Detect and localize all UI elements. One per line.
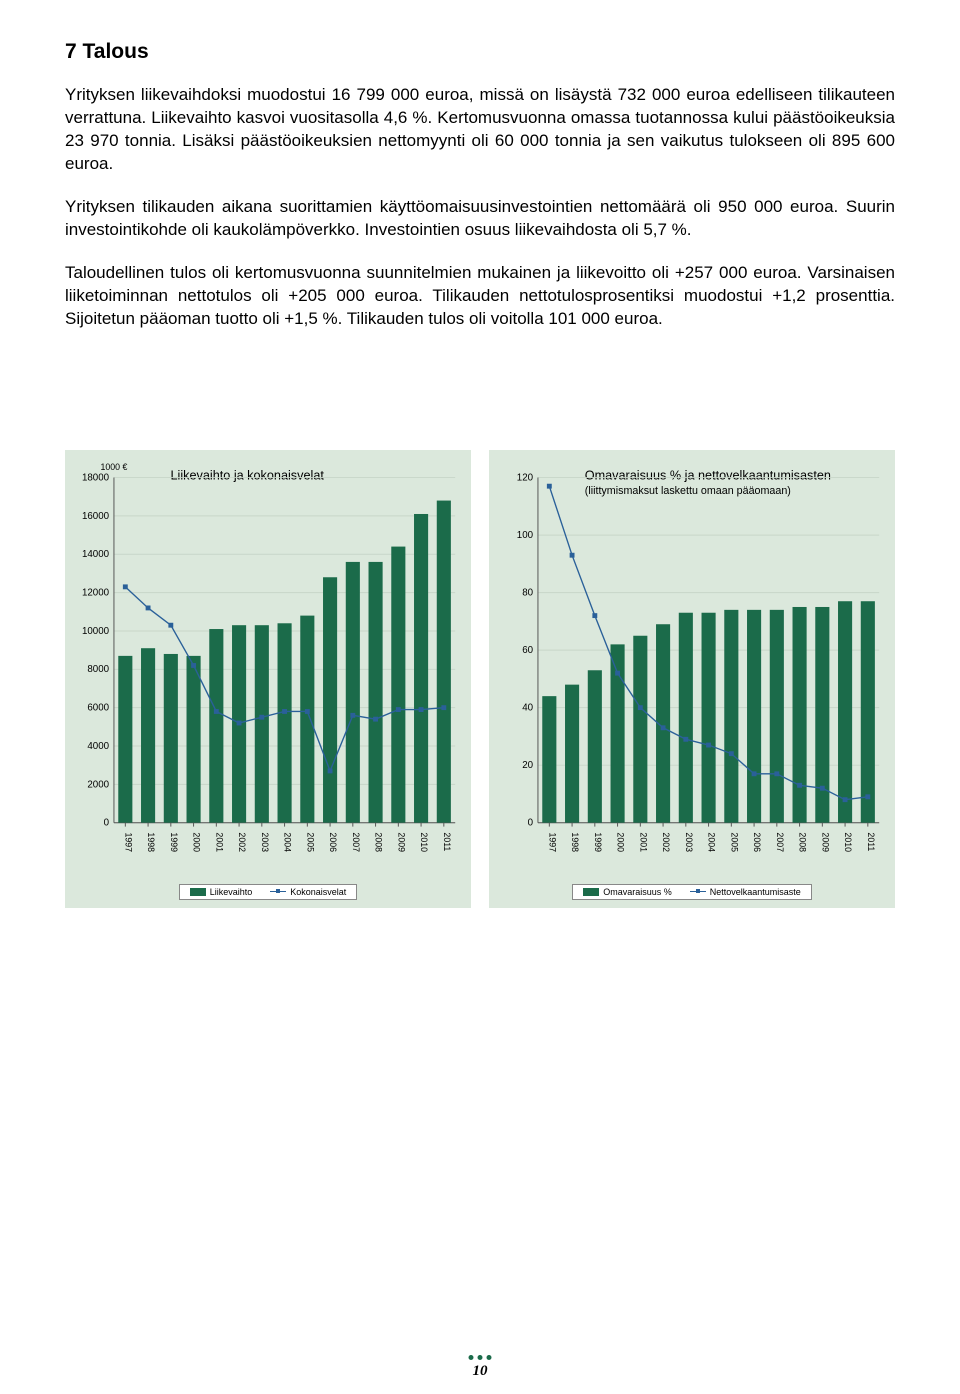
page-number: 10 xyxy=(473,1363,488,1380)
footer-dots-icon xyxy=(469,1355,492,1360)
svg-text:1997: 1997 xyxy=(547,833,557,853)
chart2-svg: Omavaraisuus % ja nettovelkaantumisasten… xyxy=(497,460,887,879)
svg-text:2000: 2000 xyxy=(192,833,202,853)
svg-text:0: 0 xyxy=(528,818,534,829)
svg-text:6000: 6000 xyxy=(87,703,109,714)
chart-liikevaihto: Liikevaihto ja kokonaisvelat 1000 € 0 2000 4… xyxy=(65,450,471,907)
chart1-legend-bar-label: Liikevaihto xyxy=(210,887,253,897)
svg-text:4000: 4000 xyxy=(87,741,109,752)
paragraph-2: Yrityksen tilikauden aikana suorittamien… xyxy=(65,196,895,242)
svg-text:100: 100 xyxy=(517,530,534,541)
svg-text:8000: 8000 xyxy=(87,665,109,676)
paragraph-3: Taloudellinen tulos oli kertomusvuonna s… xyxy=(65,262,895,331)
svg-text:1998: 1998 xyxy=(570,833,580,853)
bar-swatch-icon xyxy=(190,888,206,896)
svg-text:14000: 14000 xyxy=(82,550,110,561)
section-heading: 7 Talous xyxy=(65,40,895,64)
chart2-legend-line: Nettovelkaantumisaste xyxy=(690,887,801,897)
svg-text:2003: 2003 xyxy=(260,833,270,853)
paragraph-1: Yrityksen liikevaihdoksi muodostui 16 79… xyxy=(65,84,895,176)
chart2-legend-bar: Omavaraisuus % xyxy=(583,887,672,897)
chart1-legend-bar: Liikevaihto xyxy=(190,887,253,897)
svg-text:2008: 2008 xyxy=(798,833,808,853)
svg-text:2006: 2006 xyxy=(328,833,338,853)
svg-text:80: 80 xyxy=(522,588,533,599)
svg-text:2001: 2001 xyxy=(638,833,648,853)
svg-text:Liikevaihto ja kokonaisvelat: Liikevaihto ja kokonaisvelat xyxy=(171,469,325,483)
svg-text:2002: 2002 xyxy=(237,833,247,853)
svg-text:2008: 2008 xyxy=(374,833,384,853)
chart2-legend-bar-label: Omavaraisuus % xyxy=(603,887,672,897)
svg-text:2009: 2009 xyxy=(396,833,406,853)
svg-text:Omavaraisuus % ja nettovelkaan: Omavaraisuus % ja nettovelkaantumisasten xyxy=(585,469,831,483)
svg-text:2005: 2005 xyxy=(729,833,739,853)
svg-text:2006: 2006 xyxy=(752,833,762,853)
svg-text:2010: 2010 xyxy=(843,833,853,853)
svg-text:60: 60 xyxy=(522,645,533,656)
svg-text:2004: 2004 xyxy=(283,833,293,853)
svg-text:1998: 1998 xyxy=(146,833,156,853)
svg-text:2000: 2000 xyxy=(87,780,109,791)
svg-text:2004: 2004 xyxy=(707,833,717,853)
svg-text:2003: 2003 xyxy=(684,833,694,853)
line-swatch-icon xyxy=(690,888,706,896)
line-swatch-icon xyxy=(270,888,286,896)
svg-text:1997: 1997 xyxy=(123,833,133,853)
svg-text:2007: 2007 xyxy=(351,833,361,853)
svg-text:(liittymismaksut laskettu omaa: (liittymismaksut laskettu omaan pääomaan… xyxy=(585,486,791,498)
svg-text:0: 0 xyxy=(104,818,110,829)
svg-text:16000: 16000 xyxy=(82,511,110,522)
bar-swatch-icon xyxy=(583,888,599,896)
svg-text:2011: 2011 xyxy=(442,833,452,852)
svg-text:2000: 2000 xyxy=(616,833,626,853)
charts-row: Liikevaihto ja kokonaisvelat 1000 € 0 2000 4… xyxy=(65,450,895,907)
svg-text:12000: 12000 xyxy=(82,588,110,599)
chart2-legend: Omavaraisuus % Nettovelkaantumisaste xyxy=(497,884,887,900)
svg-text:1999: 1999 xyxy=(593,833,603,853)
chart1-legend-line-label: Kokonaisvelat xyxy=(290,887,346,897)
svg-text:2010: 2010 xyxy=(419,833,429,853)
svg-text:40: 40 xyxy=(522,703,533,714)
chart-omavaraisuus: Omavaraisuus % ja nettovelkaantumisasten… xyxy=(489,450,895,907)
svg-text:18000: 18000 xyxy=(82,473,110,484)
svg-text:2011: 2011 xyxy=(866,833,876,852)
chart2-legend-line-label: Nettovelkaantumisaste xyxy=(710,887,801,897)
svg-text:1999: 1999 xyxy=(169,833,179,853)
svg-text:2005: 2005 xyxy=(305,833,315,853)
svg-text:2009: 2009 xyxy=(820,833,830,853)
svg-text:2007: 2007 xyxy=(775,833,785,853)
chart1-legend-line: Kokonaisvelat xyxy=(270,887,346,897)
svg-text:2002: 2002 xyxy=(661,833,671,853)
svg-text:120: 120 xyxy=(517,473,534,484)
svg-text:2001: 2001 xyxy=(214,833,224,853)
chart1-svg: Liikevaihto ja kokonaisvelat 1000 € 0 2000 4… xyxy=(73,460,463,879)
chart1-legend: Liikevaihto Kokonaisvelat xyxy=(73,884,463,900)
svg-text:1000 €: 1000 € xyxy=(101,462,128,472)
svg-text:20: 20 xyxy=(522,761,533,772)
svg-text:10000: 10000 xyxy=(82,626,110,637)
